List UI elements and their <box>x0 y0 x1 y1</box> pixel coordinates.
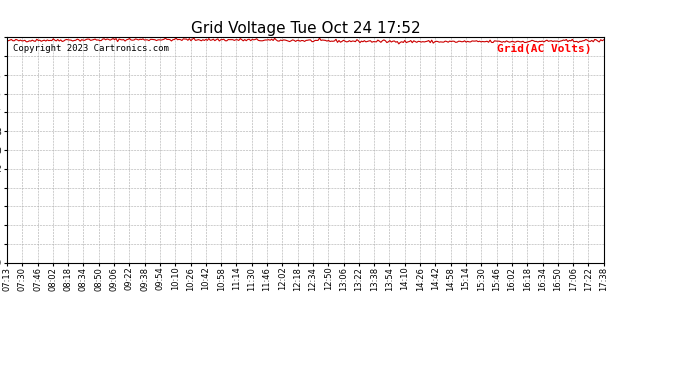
Text: Grid(AC Volts): Grid(AC Volts) <box>497 44 592 54</box>
Text: Copyright 2023 Cartronics.com: Copyright 2023 Cartronics.com <box>13 44 169 53</box>
Title: Grid Voltage Tue Oct 24 17:52: Grid Voltage Tue Oct 24 17:52 <box>190 21 420 36</box>
